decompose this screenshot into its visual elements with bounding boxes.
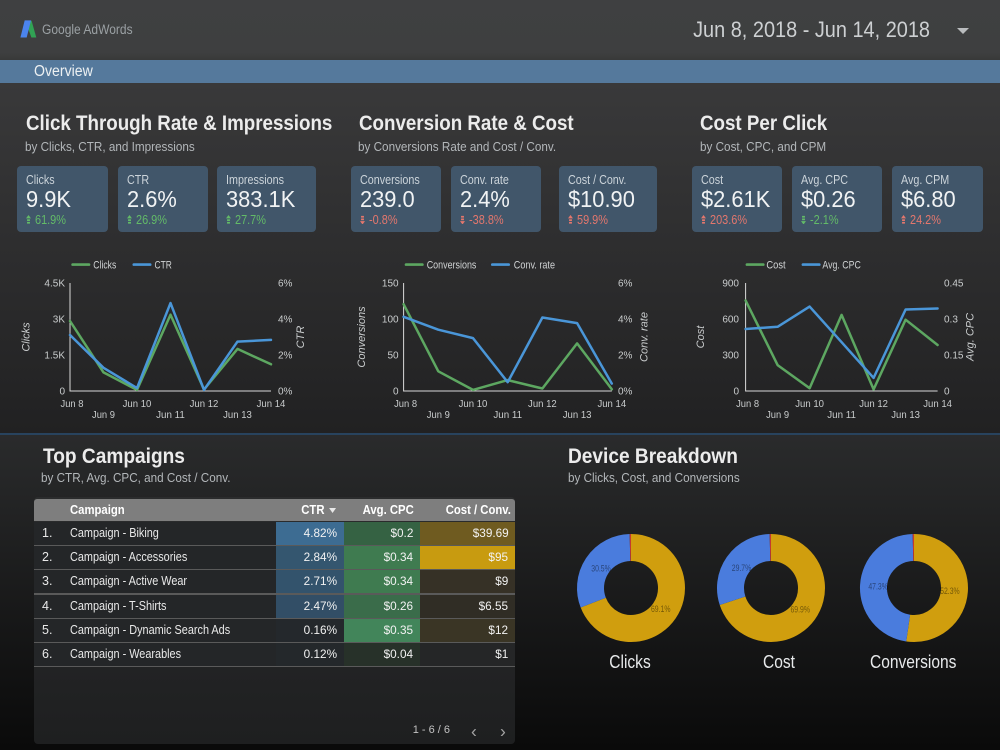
svg-text:Conv. rate: Conv. rate <box>514 259 555 271</box>
svg-text:Jun 12: Jun 12 <box>190 398 219 410</box>
svg-text:0%: 0% <box>278 387 293 398</box>
svg-text:Conversions: Conversions <box>427 259 477 271</box>
svg-text:Avg. CPC: Avg. CPC <box>965 313 977 362</box>
svg-text:2%: 2% <box>278 351 293 362</box>
svg-text:69.9%: 69.9% <box>790 605 810 616</box>
svg-text:Clicks: Clicks <box>21 322 33 352</box>
svg-text:Conversions: Conversions <box>356 306 368 368</box>
svg-text:150: 150 <box>382 279 399 290</box>
svg-text:4%: 4% <box>278 315 293 326</box>
svg-text:Jun 10: Jun 10 <box>459 398 488 410</box>
svg-text:2%: 2% <box>618 351 633 362</box>
svg-text:0.3: 0.3 <box>944 315 958 326</box>
svg-text:0: 0 <box>59 387 65 398</box>
svg-text:Jun 14: Jun 14 <box>257 398 286 410</box>
svg-text:Jun 13: Jun 13 <box>223 409 252 421</box>
svg-text:Conv. rate: Conv. rate <box>639 312 651 362</box>
svg-text:Jun 12: Jun 12 <box>859 398 888 410</box>
svg-text:600: 600 <box>722 315 739 326</box>
svg-text:47.3%: 47.3% <box>868 581 888 592</box>
svg-text:1.5K: 1.5K <box>44 351 65 362</box>
svg-text:3K: 3K <box>53 315 66 326</box>
svg-text:CTR: CTR <box>155 259 172 271</box>
svg-text:0.15: 0.15 <box>944 351 964 362</box>
svg-text:Jun 14: Jun 14 <box>923 398 952 410</box>
svg-text:30.5%: 30.5% <box>591 564 611 575</box>
svg-text:6%: 6% <box>618 279 633 290</box>
svg-text:Avg. CPC: Avg. CPC <box>822 259 860 271</box>
svg-text:100: 100 <box>382 315 399 326</box>
svg-text:Jun 11: Jun 11 <box>493 409 522 421</box>
svg-text:0%: 0% <box>618 387 633 398</box>
svg-text:Jun 8: Jun 8 <box>736 398 759 410</box>
svg-text:Clicks: Clicks <box>93 259 116 271</box>
svg-text:29.7%: 29.7% <box>732 563 752 574</box>
svg-text:0: 0 <box>733 387 739 398</box>
svg-text:Jun 9: Jun 9 <box>92 409 115 421</box>
svg-text:6%: 6% <box>278 279 293 290</box>
svg-text:Jun 11: Jun 11 <box>827 409 856 421</box>
svg-text:Jun 9: Jun 9 <box>766 409 789 421</box>
svg-text:Cost: Cost <box>695 325 707 349</box>
svg-text:0: 0 <box>393 387 399 398</box>
svg-text:0.45: 0.45 <box>944 279 964 290</box>
svg-text:0: 0 <box>944 387 950 398</box>
svg-text:Jun 8: Jun 8 <box>394 398 417 410</box>
svg-text:300: 300 <box>722 351 739 362</box>
svg-text:Jun 13: Jun 13 <box>891 409 920 421</box>
svg-text:Jun 11: Jun 11 <box>156 409 185 421</box>
svg-text:Jun 8: Jun 8 <box>61 398 84 410</box>
svg-text:69.1%: 69.1% <box>651 604 671 615</box>
svg-text:Jun 10: Jun 10 <box>123 398 152 410</box>
svg-text:Jun 12: Jun 12 <box>528 398 557 410</box>
svg-text:50: 50 <box>387 351 399 362</box>
svg-text:900: 900 <box>722 279 739 290</box>
svg-text:Cost: Cost <box>766 259 785 271</box>
svg-text:4.5K: 4.5K <box>44 279 65 290</box>
svg-text:Jun 13: Jun 13 <box>563 409 592 421</box>
svg-text:Jun 14: Jun 14 <box>597 398 626 410</box>
svg-text:CTR: CTR <box>295 326 307 349</box>
svg-text:52.3%: 52.3% <box>940 586 960 597</box>
svg-text:Jun 9: Jun 9 <box>427 409 450 421</box>
svg-text:4%: 4% <box>618 315 633 326</box>
svg-text:Jun 10: Jun 10 <box>795 398 824 410</box>
